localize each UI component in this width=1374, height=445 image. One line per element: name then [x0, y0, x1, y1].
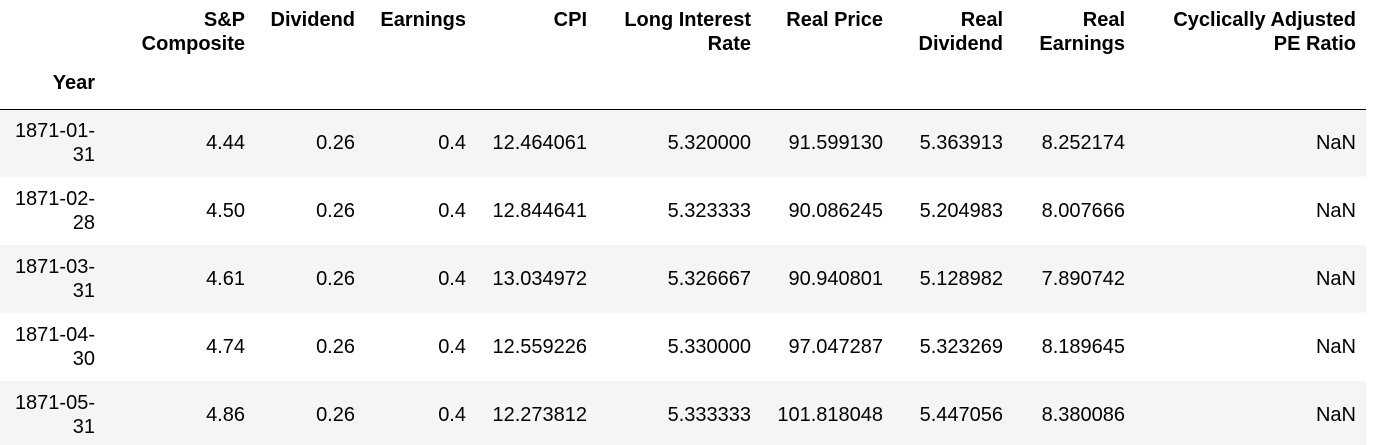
column-header: CPI	[476, 0, 597, 64]
table-row: 1871-02- 28 4.50 0.26 0.4 12.844641 5.323333 90…	[0, 177, 1366, 245]
table-cell: 91.599130	[788, 132, 883, 155]
table-cell: 0.4	[438, 404, 466, 426]
table-cell: 5.204983	[919, 200, 1003, 222]
column-header: Long Interest Rate	[597, 0, 761, 64]
table-cell: 4.74	[206, 336, 245, 358]
column-header-label: Cyclically Adjusted PE Ratio	[1173, 9, 1356, 55]
table-cell: 97.047287	[788, 336, 883, 358]
table-cell: 13.034972	[492, 268, 587, 290]
table-cell: NaN	[1315, 336, 1356, 358]
row-index: 1871-05- 31	[14, 392, 95, 438]
table-cell: 8.007666	[1041, 200, 1125, 222]
column-header-row: S&P Composite Dividend Earnings CPI Long …	[0, 0, 1366, 64]
table-row: 1871-04- 30 4.74 0.26 0.4 12.559226 5.330000 97…	[0, 313, 1366, 381]
table-cell: 5.447056	[919, 404, 1003, 426]
table-header: S&P Composite Dividend Earnings CPI Long …	[0, 0, 1366, 109]
table-cell: 101.818048	[777, 404, 883, 426]
row-index: 1871-04- 30	[14, 324, 95, 370]
table-cell: 0.26	[316, 268, 355, 290]
index-name-row: Year	[0, 64, 1366, 109]
table-cell: 4.61	[206, 268, 245, 290]
column-header-label: Real Dividend	[918, 9, 1003, 55]
column-header: Earnings	[365, 0, 476, 64]
table-row: 1871-01- 31 4.44 0.26 0.4 12.464061 5.320000 91…	[0, 109, 1366, 177]
column-header-label: Dividend	[270, 9, 355, 31]
table-cell: 8.252174	[1041, 132, 1125, 155]
table-cell: 8.380086	[1041, 404, 1125, 426]
column-header-label: CPI	[553, 9, 587, 31]
table-row: 1871-05- 31 4.86 0.26 0.4 12.273812 5.333333 10…	[0, 381, 1366, 445]
table-cell: 4.44	[206, 132, 245, 155]
table-cell: 5.320000	[667, 132, 751, 155]
table-cell: NaN	[1315, 132, 1356, 155]
table-cell: 4.50	[206, 200, 245, 222]
column-header: S&P Composite	[105, 0, 255, 64]
table-cell: 5.363913	[919, 132, 1003, 155]
column-header: Real Earnings	[1013, 0, 1135, 64]
table-cell: 7.890742	[1041, 268, 1125, 290]
column-header-label: Real Price	[786, 9, 883, 31]
table-cell: 5.330000	[667, 336, 751, 358]
column-header: Real Price	[761, 0, 893, 64]
column-header-label: Earnings	[380, 9, 466, 31]
table-cell: 12.464061	[492, 132, 587, 155]
table-cell: 0.26	[316, 336, 355, 358]
index-name: Year	[52, 72, 95, 95]
table-cell: NaN	[1315, 404, 1356, 426]
table-cell: 0.4	[438, 200, 466, 222]
table-cell: 4.86	[206, 404, 245, 426]
table-cell: 12.844641	[492, 200, 587, 222]
table-cell: 0.26	[316, 132, 355, 155]
column-header: Dividend	[255, 0, 365, 64]
column-header-label: Long Interest Rate	[624, 9, 751, 55]
table-cell: 5.333333	[667, 404, 751, 426]
row-index: 1871-02- 28	[14, 188, 95, 234]
table-body: 1871-01- 31 4.44 0.26 0.4 12.464061 5.320000 91…	[0, 109, 1366, 445]
table-cell: NaN	[1315, 200, 1356, 222]
table-cell: 0.4	[438, 268, 466, 290]
column-header-label: Real Earnings	[1039, 9, 1125, 55]
column-header-label: S&P Composite	[141, 9, 245, 55]
table-cell: 8.189645	[1041, 336, 1125, 358]
table-cell: 0.26	[316, 404, 355, 426]
table-cell: 90.086245	[788, 200, 883, 222]
table-cell: 5.128982	[919, 268, 1003, 290]
table-cell: NaN	[1315, 268, 1356, 290]
table-cell: 12.559226	[492, 336, 587, 358]
table-cell: 0.4	[438, 336, 466, 358]
table-cell: 5.326667	[667, 268, 751, 290]
table-cell: 0.4	[438, 132, 466, 155]
table-cell: 12.273812	[492, 404, 587, 426]
row-index: 1871-03- 31	[14, 256, 95, 302]
column-header: Cyclically Adjusted PE Ratio	[1135, 0, 1366, 64]
table-cell: 90.940801	[788, 268, 883, 290]
table-cell: 0.26	[316, 200, 355, 222]
table-row: 1871-03- 31 4.61 0.26 0.4 13.034972 5.326667 90…	[0, 245, 1366, 313]
index-corner	[0, 0, 105, 64]
table-cell: 5.323269	[919, 336, 1003, 358]
row-index: 1871-01- 31	[14, 120, 95, 167]
column-header: Real Dividend	[893, 0, 1013, 64]
table-cell: 5.323333	[667, 200, 751, 222]
